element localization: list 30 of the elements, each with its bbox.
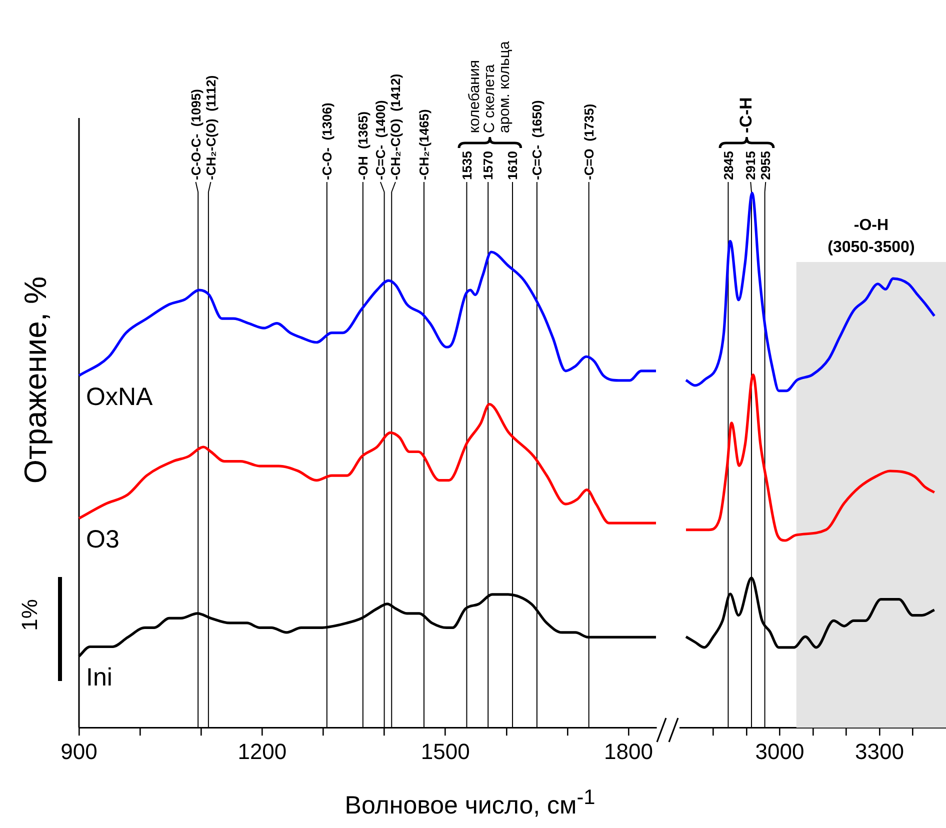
series-label: OxNA [86,383,153,412]
ref-line-label: -C-O-C- (1095) [188,88,204,180]
x-tick-label: 3300 [855,738,904,764]
ref-line-label: -C-O- (1306) [319,102,334,180]
text: колебания С скелета аром. кольца [466,40,513,134]
series-label: O3 [86,526,120,554]
x-tick-label: 900 [60,738,98,764]
ref-line-label: -CH₂-C(O) (1112) [203,75,218,180]
ref-line-label: 2915 [743,151,758,180]
ref-line-label: 2845 [720,151,736,180]
y-axis-title: Отражение, % [18,276,54,484]
ref-line-label: 1610 [505,151,520,180]
ref-line-label: 1535 [459,151,474,180]
x-tick-label: 3000 [755,738,804,764]
ref-line-label: -OH (1365) [356,111,370,180]
x-axis-title: Волновое число, см$^{-1}$ [344,786,596,820]
x-tick-label: 1200 [238,738,287,764]
text: -C-H [736,97,756,134]
ref-line-label: -C=O (1735) [581,104,596,180]
band-label: -O-H (3050-3500) [828,217,915,256]
ref-line-label: -C=C- (1400) [373,100,388,180]
ref-line-label: -CH₂-(1465) [416,109,432,180]
x-tick-label: 1500 [420,738,470,764]
ref-line-label: 2955 [758,151,774,180]
ref-line-label: -CH₂-C(O) (1412) [388,74,404,180]
series-label: Ini [86,664,112,692]
ref-line-label: -C=C- (1650) [530,100,545,180]
ref-line-label: 1570 [480,151,496,180]
x-tick-label: 1800 [604,738,653,764]
text: 1% [17,599,43,631]
